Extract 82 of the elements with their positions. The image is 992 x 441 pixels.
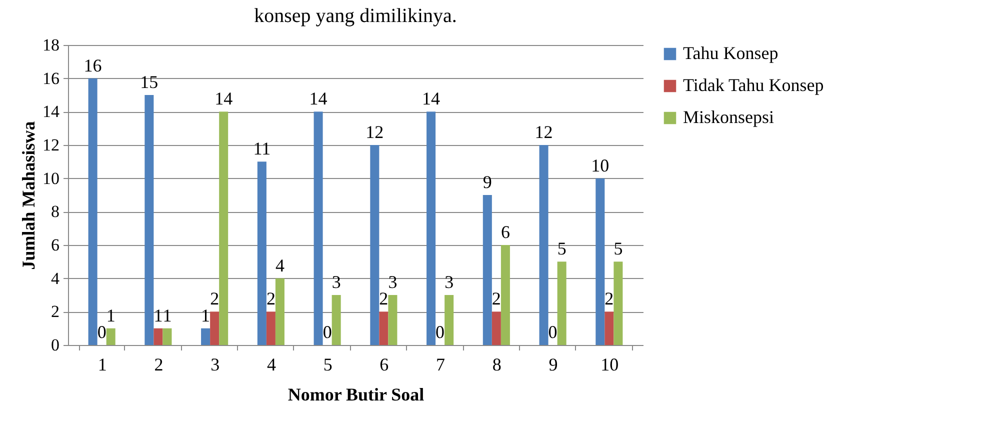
y-tick-label: 18 [42, 36, 60, 54]
data-label: 12 [366, 122, 384, 142]
bar [379, 312, 388, 345]
bar [614, 262, 623, 345]
x-tick-label: 8 [492, 354, 502, 374]
x-tick-label: 2 [154, 354, 164, 374]
bar [596, 178, 605, 345]
y-tick-label: 6 [51, 236, 60, 254]
y-tick-label: 16 [42, 68, 60, 88]
x-tick-label: 3 [210, 354, 220, 374]
data-label: 2 [210, 288, 220, 309]
bar [88, 78, 98, 345]
data-label: 0 [548, 322, 558, 342]
bar [332, 295, 341, 345]
bar [219, 112, 228, 345]
data-label: 11 [253, 138, 271, 159]
bar [388, 295, 398, 345]
data-label: 15 [140, 72, 158, 92]
bar [426, 112, 436, 345]
data-label: 0 [322, 322, 332, 342]
data-label: 1 [162, 305, 172, 326]
data-label: 2 [604, 288, 614, 309]
chart-title: konsep yang dimilikinya. [254, 5, 457, 27]
bar [604, 312, 614, 345]
x-axis-title: Nomor Butir Soal [288, 384, 424, 404]
x-tick-label: 1 [98, 354, 107, 374]
y-tick-label: 14 [42, 102, 60, 122]
x-tick-label: 9 [548, 354, 558, 374]
data-label: 4 [275, 255, 284, 276]
y-tick-label: 4 [51, 268, 60, 288]
legend-label: Tahu Konsep [683, 43, 778, 63]
data-label: 3 [332, 272, 341, 292]
data-label: 1 [154, 305, 163, 326]
data-label: 5 [557, 238, 566, 259]
y-tick-label: 10 [42, 168, 60, 188]
y-axis-title: Jumlah Mahasiswa [18, 121, 38, 270]
data-label: 1 [201, 305, 210, 326]
x-tick-label: 10 [600, 354, 619, 374]
data-label: 3 [388, 272, 398, 292]
bar [162, 328, 172, 345]
data-label: 14 [214, 88, 233, 109]
x-tick-label: 4 [266, 354, 276, 374]
x-tick-label: 7 [436, 354, 446, 374]
bar [539, 145, 548, 345]
bar [500, 245, 510, 345]
data-label: 5 [614, 238, 623, 259]
legend-label: Tidak Tahu Konsep [683, 75, 824, 95]
data-label: 0 [436, 322, 445, 342]
data-label: 2 [379, 288, 388, 309]
y-tick-label: 12 [42, 136, 60, 154]
data-label: 9 [482, 172, 492, 192]
data-label: 10 [591, 155, 610, 176]
data-label: 2 [266, 288, 276, 309]
data-label: 3 [444, 272, 454, 292]
y-tick-label: 0 [51, 336, 60, 354]
bar [144, 95, 154, 345]
bar [314, 112, 323, 345]
bar [266, 312, 276, 345]
x-tick-label: 5 [323, 354, 332, 374]
bar [492, 312, 501, 345]
data-label: 12 [534, 122, 553, 142]
bar [257, 162, 266, 345]
data-label: 16 [84, 55, 102, 76]
bar [275, 278, 284, 345]
bar [557, 262, 566, 345]
bar [106, 328, 116, 345]
bar [444, 295, 454, 345]
data-label: 0 [97, 322, 106, 342]
legend-label: Miskonsepsi [683, 107, 774, 127]
bar [154, 328, 163, 345]
bar [210, 312, 220, 345]
data-label: 14 [309, 88, 328, 109]
data-label: 2 [492, 288, 501, 309]
bar [201, 328, 210, 345]
y-tick-label: 8 [51, 202, 60, 222]
bar [370, 145, 380, 345]
x-tick-label: 6 [380, 354, 389, 374]
data-label: 1 [106, 305, 116, 326]
y-tick-label: 2 [51, 302, 60, 322]
data-label: 14 [422, 88, 440, 109]
bar [482, 195, 492, 345]
data-label: 6 [500, 222, 510, 242]
